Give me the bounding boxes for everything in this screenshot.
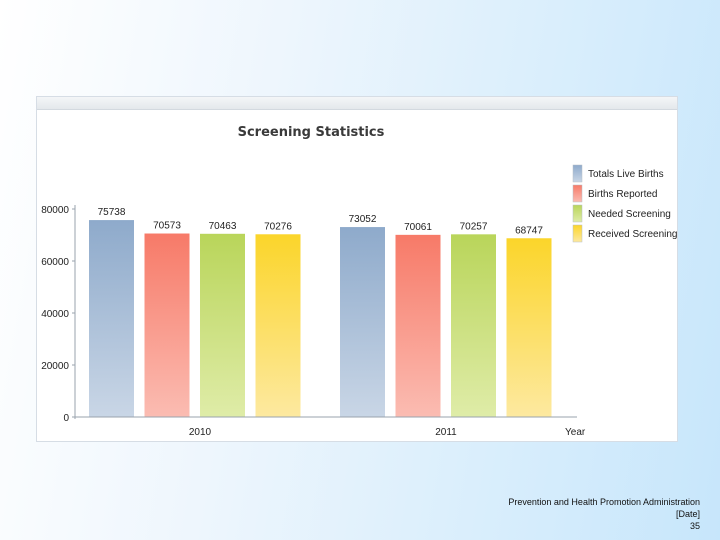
y-tick-label: 0 <box>63 413 69 424</box>
legend-swatch <box>572 184 583 203</box>
legend-swatch <box>572 164 583 183</box>
data-label: 70276 <box>264 221 292 232</box>
legend-label: Needed Screening <box>588 209 671 220</box>
x-tick-label: 2010 <box>189 427 212 438</box>
data-label: 68747 <box>515 225 543 236</box>
y-tick-label: 40000 <box>41 309 69 320</box>
footer-page-number: 35 <box>689 521 700 531</box>
bar-2010-totals-live-births <box>89 220 134 417</box>
bar-2011-needed-screening <box>451 234 496 417</box>
y-axis: 0 20000 40000 60000 80000 <box>41 205 76 424</box>
bar-2010-received-screening <box>255 234 301 417</box>
data-label: 70463 <box>209 221 237 232</box>
legend-label: Received Screening <box>588 229 678 240</box>
chart-title: Screening Statistics <box>238 125 385 140</box>
data-label: 70257 <box>460 221 488 232</box>
slide-footer: Prevention and Health Promotion Administ… <box>508 496 700 532</box>
y-tick-label: 60000 <box>41 257 69 268</box>
x-axis-label: Year <box>565 427 586 438</box>
bar-2011-received-screening <box>506 238 552 417</box>
legend-swatch <box>572 204 583 223</box>
x-tick-label: 2011 <box>435 427 457 438</box>
legend: Totals Live Births Births Reported Needed … <box>572 164 678 243</box>
footer-date: [Date] <box>675 509 700 519</box>
data-label: 75738 <box>98 207 126 218</box>
chart-panel: Screening Statistics 0 20000 40000 60000 800… <box>36 96 678 442</box>
x-axis: 2010 2011 Year <box>75 416 586 438</box>
bar-2010-births-reported <box>144 233 190 417</box>
data-label: 70061 <box>404 222 432 233</box>
y-tick-label: 20000 <box>41 361 69 372</box>
legend-label: Totals Live Births <box>588 169 664 180</box>
screening-statistics-chart: Screening Statistics 0 20000 40000 60000 800… <box>41 125 678 438</box>
bars: 75738 70573 70463 70276 73052 70061 70257 68747 <box>89 207 552 417</box>
legend-swatch <box>572 224 583 243</box>
data-label: 70573 <box>153 221 181 232</box>
data-label: 73052 <box>349 214 377 225</box>
chart-toolbar <box>37 97 677 110</box>
y-tick-label: 80000 <box>41 205 69 216</box>
bar-2011-totals-live-births <box>340 227 385 417</box>
legend-label: Births Reported <box>588 189 657 200</box>
bar-2011-births-reported <box>395 234 441 417</box>
bar-2010-needed-screening <box>200 233 245 417</box>
footer-organization: Prevention and Health Promotion Administ… <box>508 497 700 507</box>
